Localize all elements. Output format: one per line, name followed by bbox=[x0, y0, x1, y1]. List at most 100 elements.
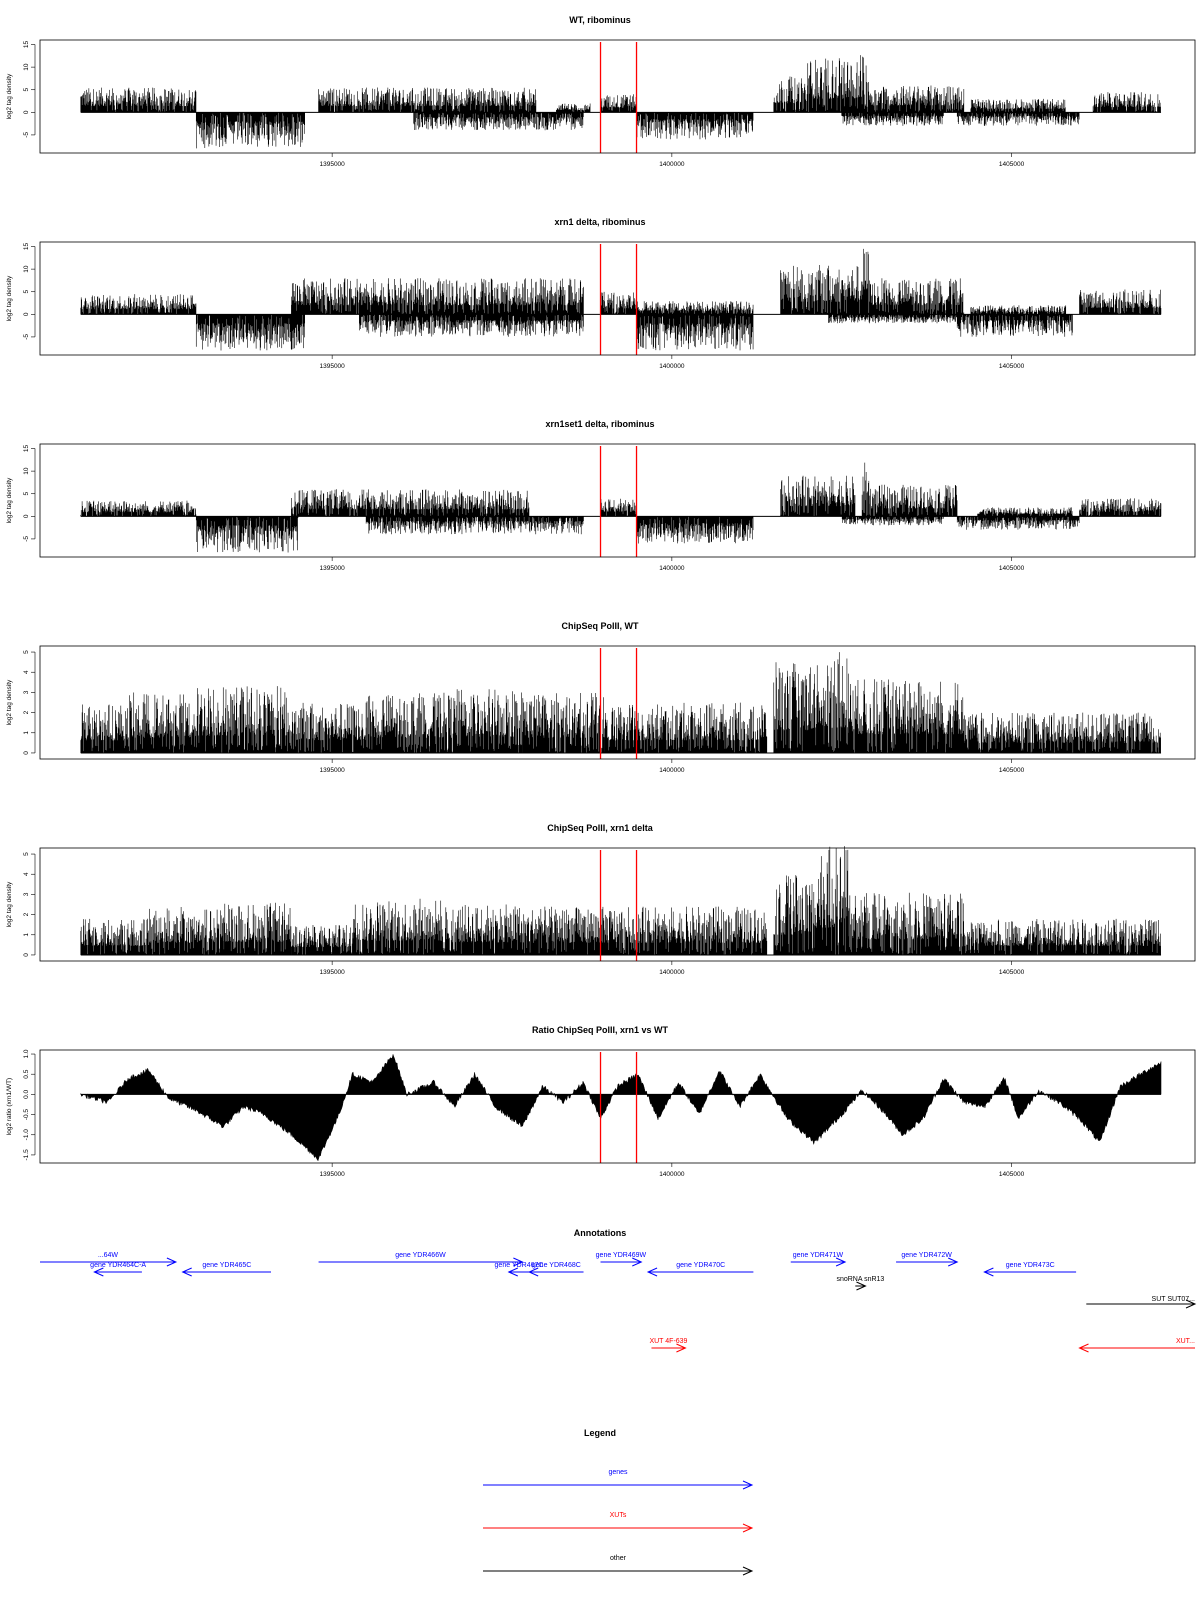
arrow-head bbox=[513, 1257, 524, 1267]
signal-segment bbox=[352, 898, 442, 955]
signal-segment bbox=[848, 679, 964, 753]
annotation-feature: gene YDR466W bbox=[318, 1252, 524, 1267]
x-axis: 1395000 1400000 1405000 bbox=[319, 355, 1025, 370]
signal-segment bbox=[223, 902, 292, 955]
signal-bars bbox=[80, 500, 197, 517]
signal-bars bbox=[970, 98, 1067, 113]
feature-label: gene YDR469W bbox=[596, 1252, 647, 1259]
legend-label: XUTs bbox=[610, 1512, 627, 1519]
annotation-feature: ...64W bbox=[40, 1252, 178, 1267]
annotation-feature: XUT 4F-639 bbox=[649, 1338, 688, 1353]
signal-segment bbox=[291, 924, 353, 955]
signal-bars bbox=[841, 516, 944, 526]
track-panel: xrn1set1 delta, ribominus log2 tag densit… bbox=[6, 419, 1196, 572]
signal-segment bbox=[1079, 289, 1162, 315]
annotation-feature: gene YDR469W bbox=[596, 1252, 647, 1267]
chart-title: WT, ribominus bbox=[569, 15, 631, 25]
arrow-head bbox=[527, 1267, 539, 1277]
x-tick-label: 1405000 bbox=[999, 767, 1025, 774]
legend-item: XUTs bbox=[483, 1512, 754, 1533]
signal-bars bbox=[359, 314, 584, 337]
track-panel: Ratio ChipSeq PolII, xrn1 vs WT log2 rati… bbox=[6, 1025, 1196, 1178]
feature-label: gene YDR473C bbox=[1006, 1262, 1055, 1269]
annotation-track: Annotations ...64W gene YDR464C-A gene YDR… bbox=[40, 1228, 1197, 1353]
signal-segment bbox=[773, 875, 815, 955]
x-tick-label: 1400000 bbox=[659, 1171, 685, 1178]
x-tick-label: 1405000 bbox=[999, 363, 1025, 370]
x-tick-label: 1405000 bbox=[999, 565, 1025, 572]
signal-segment bbox=[291, 278, 584, 315]
x-tick-label: 1405000 bbox=[999, 969, 1025, 976]
signal-bars bbox=[956, 112, 1080, 126]
signal-bars bbox=[352, 898, 442, 955]
feature-label: gene YDR470C bbox=[676, 1262, 725, 1269]
y-tick-label: 10 bbox=[23, 63, 30, 71]
signal-bars bbox=[963, 712, 1161, 753]
plot-frame bbox=[39, 645, 1196, 760]
y-axis-label: log2 tag density bbox=[6, 679, 13, 725]
signal-bars bbox=[868, 85, 965, 113]
signal-segment bbox=[365, 692, 455, 753]
signal-segment bbox=[318, 87, 537, 113]
signal-bars bbox=[80, 87, 197, 113]
signal-bars bbox=[454, 689, 523, 753]
x-tick-label: 1400000 bbox=[659, 363, 685, 370]
signal-segment bbox=[1079, 498, 1162, 517]
arrow-head bbox=[93, 1267, 104, 1277]
y-tick-label: 0 bbox=[23, 110, 30, 114]
arrow-head bbox=[1078, 1343, 1089, 1353]
signal-segment bbox=[854, 55, 870, 113]
y-axis-label: log2 tag density bbox=[6, 73, 13, 119]
signal-bars bbox=[80, 294, 197, 315]
signal-segment bbox=[963, 918, 1161, 955]
y-axis: 0 1 2 3 4 5 bbox=[23, 852, 36, 957]
y-tick-label: 3 bbox=[23, 690, 30, 694]
y-tick-label: 10 bbox=[23, 265, 30, 273]
signal-segment bbox=[80, 87, 197, 113]
signal-bars bbox=[956, 516, 1080, 530]
signal-bars bbox=[195, 516, 299, 553]
signal-segment bbox=[814, 652, 849, 753]
y-tick-label: 4 bbox=[23, 670, 30, 674]
signal-bars bbox=[291, 702, 367, 753]
data-marks bbox=[80, 846, 1162, 956]
y-axis: -5 0 5 10 15 bbox=[23, 41, 36, 138]
signal-bars bbox=[600, 291, 637, 315]
annotation-feature: gene YDR473C bbox=[983, 1262, 1077, 1277]
signal-bars bbox=[854, 55, 870, 113]
feature-label: gene YDR472W bbox=[901, 1252, 952, 1259]
signal-bars bbox=[807, 475, 856, 517]
signal-segment bbox=[827, 314, 958, 324]
signal-segment bbox=[868, 85, 965, 113]
signal-bars bbox=[636, 301, 754, 315]
y-tick-label: 4 bbox=[23, 872, 30, 876]
signal-bars bbox=[195, 686, 292, 753]
y-tick-label: 15 bbox=[23, 445, 30, 453]
annotation-feature: SUT SUT07... bbox=[1086, 1296, 1197, 1309]
arrow-head bbox=[1185, 1299, 1197, 1309]
signal-segment bbox=[848, 892, 964, 955]
signal-bars bbox=[413, 112, 584, 131]
signal-segment bbox=[600, 291, 637, 315]
x-axis: 1395000 1400000 1405000 bbox=[319, 1163, 1025, 1178]
arrow-head bbox=[676, 1343, 687, 1353]
signal-bars bbox=[365, 516, 584, 535]
plot-frame bbox=[39, 241, 1196, 356]
signal-segment bbox=[1092, 92, 1161, 113]
annotation-feature: gene YDR471W bbox=[790, 1252, 847, 1267]
y-axis: -5 0 5 10 15 bbox=[23, 445, 36, 542]
signal-bars bbox=[970, 305, 1067, 315]
signal-bars bbox=[148, 907, 224, 955]
y-axis: -5 0 5 10 15 bbox=[23, 243, 36, 340]
signal-bars bbox=[848, 679, 964, 753]
signal-segment bbox=[522, 906, 605, 955]
x-tick-label: 1405000 bbox=[999, 1171, 1025, 1178]
signal-segment bbox=[291, 489, 530, 517]
signal-segment bbox=[861, 248, 870, 315]
signal-segment bbox=[807, 475, 856, 517]
legend-label: genes bbox=[608, 1469, 628, 1476]
annotation-feature: gene YDR467C bbox=[495, 1262, 543, 1277]
signal-segment bbox=[636, 516, 754, 544]
y-tick-label: 0 bbox=[23, 514, 30, 518]
signal-bars bbox=[977, 507, 1073, 517]
